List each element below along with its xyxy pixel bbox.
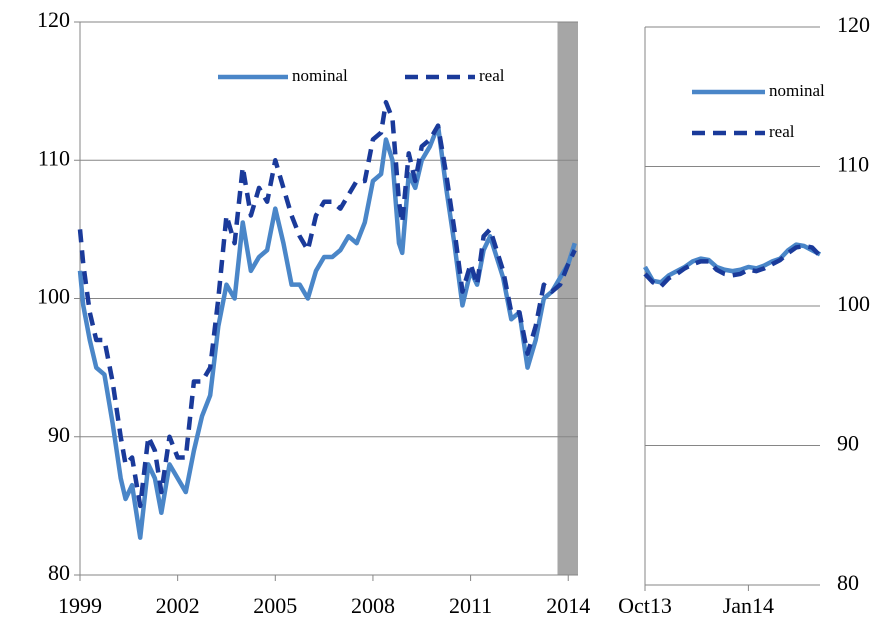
- y-tick-label: 110: [837, 152, 869, 177]
- x-tick-label: 2011: [449, 593, 492, 618]
- legend-label: real: [479, 66, 505, 85]
- y-tick-label: 110: [38, 145, 70, 170]
- y-tick-label: 90: [837, 431, 859, 456]
- line-series: [643, 243, 822, 289]
- y-tick-label: 100: [37, 284, 70, 309]
- x-tick-label: 2002: [156, 593, 200, 618]
- y-tick-label: 90: [48, 422, 70, 447]
- x-tick-label: Oct13: [618, 593, 672, 618]
- legend-label: nominal: [769, 81, 825, 100]
- x-tick-label: 2005: [253, 593, 297, 618]
- x-tick-label: 2014: [546, 593, 590, 618]
- line-series: [77, 123, 577, 540]
- line-series: [643, 242, 822, 285]
- x-tick-label: 2008: [351, 593, 395, 618]
- y-tick-label: 80: [48, 560, 70, 585]
- x-tick-label: 1999: [58, 593, 102, 618]
- line-series: [77, 99, 577, 509]
- y-tick-label: 80: [837, 570, 859, 595]
- legend-label: nominal: [292, 66, 348, 85]
- legend-label: real: [769, 122, 795, 141]
- y-tick-label: 120: [37, 7, 70, 32]
- y-tick-label: 120: [837, 12, 870, 37]
- x-tick-label: Jan14: [723, 593, 774, 618]
- y-tick-label: 100: [837, 291, 870, 316]
